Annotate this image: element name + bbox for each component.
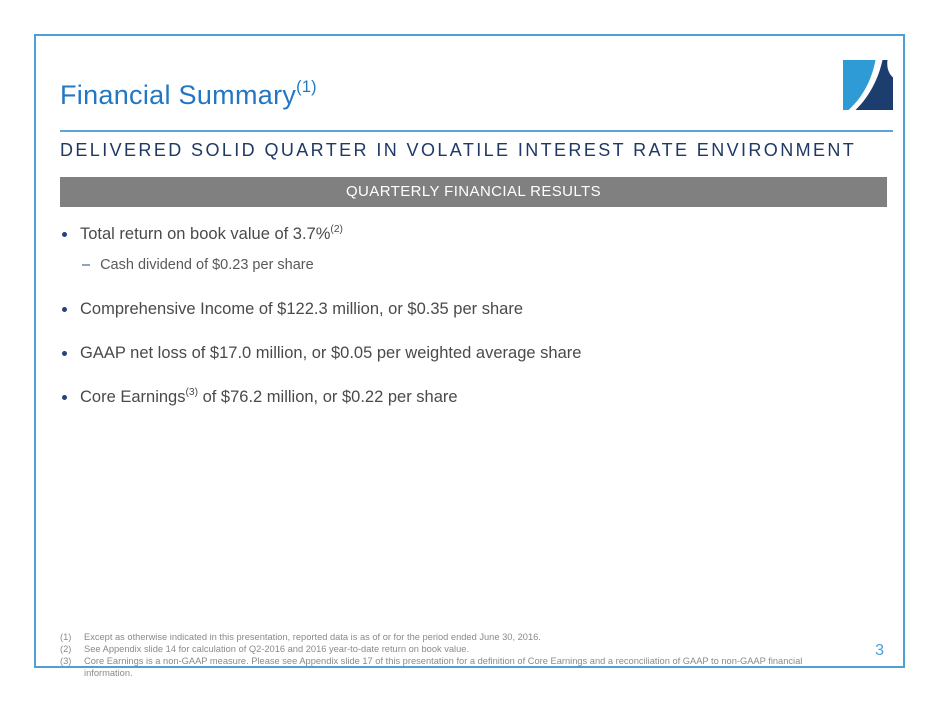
bullet-text-tail: of $76.2 million, or $0.22 per share [197,388,458,406]
page-title: Financial Summary(1) [60,78,317,111]
bullet-text-main: GAAP net loss of $17.0 million, or $0.05… [80,344,582,362]
bullet-text-main: Comprehensive Income of $122.3 million, … [80,300,523,318]
footnote-ref: (2) [330,223,343,235]
logo-swoosh-icon [843,60,893,110]
bullet-icon [62,307,67,312]
title-underline [60,130,893,132]
footnote: (2) See Appendix slide 14 for calculatio… [60,643,850,655]
slide: Financial Summary(1) DELIVERED SOLID QUA… [34,34,905,678]
bullet-text: Total return on book value of 3.7%(2) [80,224,343,245]
bullet-icon [62,395,67,400]
footnote: (3) Core Earnings is a non-GAAP measure.… [60,655,850,679]
bullet-text: GAAP net loss of $17.0 million, or $0.05… [80,343,581,364]
bullet-text: Core Earnings(3) of $76.2 million, or $0… [80,387,458,408]
page-title-text: Financial Summary [60,80,297,110]
list-item: Total return on book value of 3.7%(2) [60,224,870,245]
page-number: 3 [875,642,884,659]
footnote-text: Except as otherwise indicated in this pr… [84,632,541,642]
bullet-icon [62,232,67,237]
list-item: Core Earnings(3) of $76.2 million, or $0… [60,387,870,408]
list-item: GAAP net loss of $17.0 million, or $0.05… [60,343,870,364]
section-banner: QUARTERLY FINANCIAL RESULTS [60,177,887,207]
footnote-text: Core Earnings is a non-GAAP measure. Ple… [84,656,803,678]
dash-icon: – [82,257,91,273]
footnotes: (1) Except as otherwise indicated in thi… [60,631,850,679]
page-title-footnote-ref: (1) [296,78,317,96]
footnote-ref: (3) [185,386,198,398]
list-item: Comprehensive Income of $122.3 million, … [60,299,870,320]
bullet-text: Comprehensive Income of $122.3 million, … [80,299,523,320]
bullet-text-main: Total return on book value of 3.7% [80,225,331,243]
footnote-text: See Appendix slide 14 for calculation of… [84,644,470,654]
bullet-icon [62,351,67,356]
sub-bullet-text: Cash dividend of $0.23 per share [100,257,314,273]
footnote-number: (2) [60,644,72,654]
footnote: (1) Except as otherwise indicated in thi… [60,631,850,643]
sub-list-item: – Cash dividend of $0.23 per share [82,256,870,275]
company-logo [843,60,893,110]
footnote-number: (1) [60,632,72,642]
slide-subtitle: DELIVERED SOLID QUARTER IN VOLATILE INTE… [60,140,857,160]
bullet-text-main: Core Earnings [80,388,186,406]
footnote-number: (3) [60,656,72,666]
bullet-list: Total return on book value of 3.7%(2) – … [60,224,870,431]
